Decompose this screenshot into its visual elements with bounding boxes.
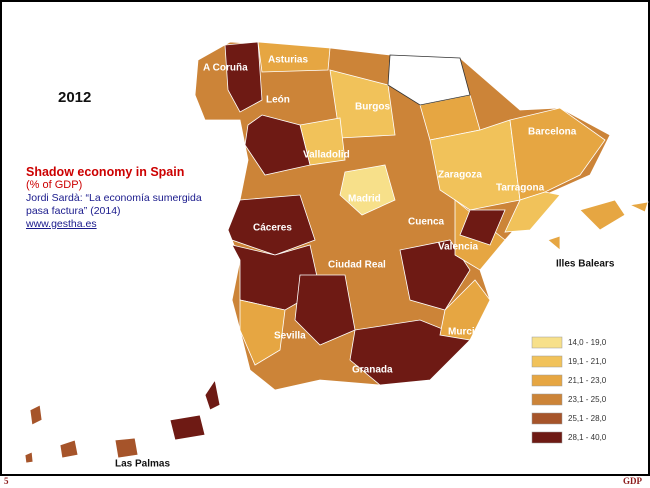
island — [114, 437, 139, 459]
island — [579, 199, 626, 231]
province — [294, 274, 356, 346]
place-label: Illes Balears — [556, 259, 615, 270]
legend-label: 14,0 - 19,0 — [568, 338, 607, 347]
legend-swatch — [531, 431, 563, 444]
island — [59, 439, 79, 459]
frame — [0, 0, 650, 476]
legend: 14,0 - 19,0 19,1 - 21,0 21,1 - 23,0 23,1 - … — [531, 336, 607, 444]
place-label: A Coruña — [203, 63, 248, 74]
province — [224, 41, 263, 113]
place-label: Tarragona — [496, 183, 545, 194]
province — [329, 69, 396, 139]
info-subtitle: (% of GDP) — [26, 179, 83, 191]
legend-label: 19,1 - 21,0 — [568, 357, 607, 366]
place-label: Asturias — [268, 55, 308, 66]
info-source: Jordi Sardà: “La economía sumergida pasa… — [26, 192, 202, 217]
place-label: Zaragoza — [438, 170, 482, 181]
legend-swatch — [531, 412, 563, 425]
place-label: Ciudad Real — [328, 260, 386, 271]
island — [29, 404, 43, 426]
legend-swatch — [531, 355, 563, 368]
place-label: Valladolid — [303, 150, 350, 161]
place-label: Granada — [352, 365, 393, 376]
island — [547, 235, 561, 251]
island — [24, 451, 34, 464]
island — [628, 201, 649, 213]
province — [504, 191, 561, 233]
legend-label: 21,1 - 23,0 — [568, 376, 607, 385]
legend-swatch — [531, 336, 563, 349]
place-label: Murcia — [448, 327, 481, 338]
island — [169, 414, 206, 441]
info-box: Shadow economy in Spain (% of GDP) Jordi… — [26, 166, 216, 231]
year: 2012 — [58, 89, 91, 106]
info-title: Shadow economy in Spain — [26, 165, 185, 179]
no-data-region — [387, 54, 471, 106]
legend-label: 28,1 - 40,0 — [568, 433, 607, 442]
province — [239, 299, 286, 366]
place-label: Burgos — [355, 102, 390, 113]
legend-swatch — [531, 374, 563, 387]
province — [439, 279, 491, 341]
island — [204, 378, 221, 411]
page-number: 5 — [4, 476, 9, 486]
province — [349, 319, 471, 386]
place-label: Sevilla — [274, 331, 306, 342]
place-label: Madrid — [348, 194, 381, 205]
place-label: Valencia — [438, 242, 478, 253]
province — [459, 209, 506, 246]
footer-tag: GDP — [623, 476, 642, 486]
province — [244, 114, 311, 176]
legend-label: 25,1 - 28,0 — [568, 414, 607, 423]
legend-swatch — [531, 393, 563, 406]
place-label: Cuenca — [408, 217, 445, 228]
province — [339, 164, 396, 216]
place-label: Barcelona — [528, 127, 577, 138]
place-label: Las Palmas — [115, 459, 170, 470]
province — [399, 239, 471, 311]
province — [257, 41, 331, 73]
info-link[interactable]: www.gestha.es — [26, 218, 97, 230]
legend-label: 23,1 - 25,0 — [568, 395, 607, 404]
place-label: León — [266, 95, 290, 106]
place-label: Cáceres — [253, 223, 292, 234]
